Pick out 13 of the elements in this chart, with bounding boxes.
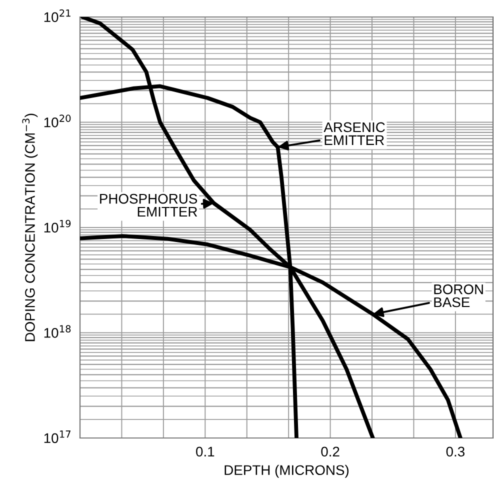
y-axis-title: DOPING CONCENTRATION (CM$^{−3}$) <box>22 114 38 342</box>
y-tick-label: 10$^{18}$ <box>44 325 71 338</box>
x-tick-label: 0.3 <box>446 446 464 457</box>
x-axis-title: DEPTH (MICRONS) <box>224 464 349 478</box>
legend-label: PHOSPHORUS EMITTER <box>100 194 198 217</box>
y-tick-label: 10$^{21}$ <box>44 9 70 22</box>
x-tick-label: 0.1 <box>196 446 214 457</box>
text: BORON BASE <box>434 284 483 308</box>
y-tick-label: 10$^{19}$ <box>44 220 71 233</box>
y-tick-label: 10$^{17}$ <box>44 430 70 444</box>
x-tick-label: 0.2 <box>321 446 340 457</box>
y-tick-label: 10$^{20}$ <box>44 114 71 128</box>
text: ARSENIC EMITTER <box>324 122 385 145</box>
